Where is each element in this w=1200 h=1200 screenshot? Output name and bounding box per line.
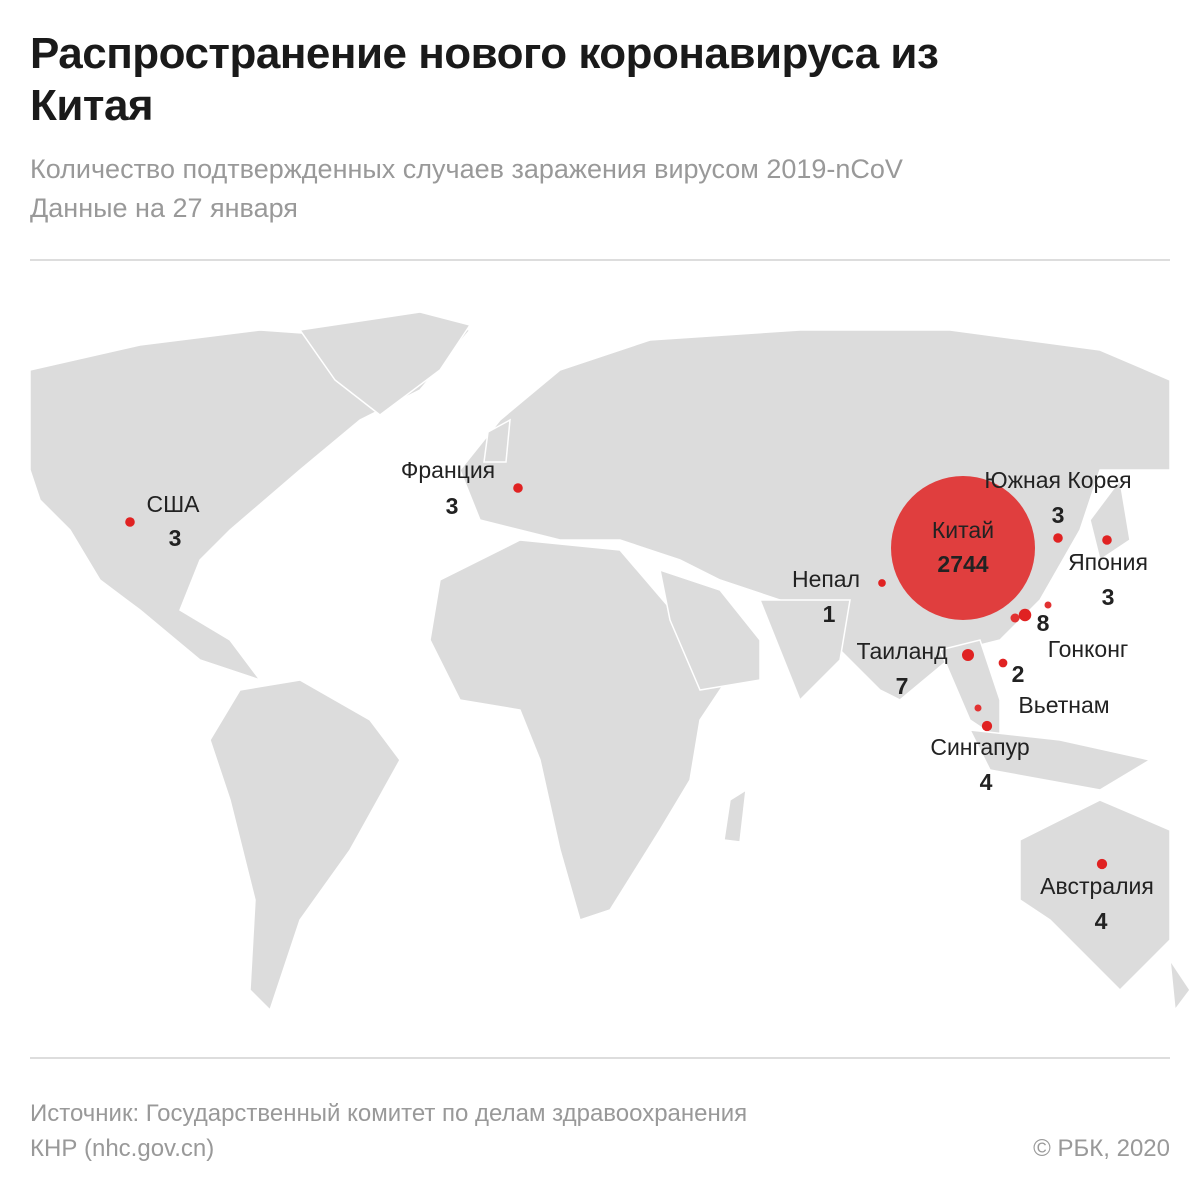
- case-count: 3: [1102, 584, 1115, 610]
- case-bubble: [1018, 608, 1032, 622]
- location-name: Франция: [401, 457, 495, 483]
- location-name: Япония: [1068, 549, 1148, 575]
- location-name: Сингапур: [930, 734, 1029, 760]
- location-name: Вьетнам: [1018, 692, 1109, 718]
- case-count: 2: [1012, 661, 1025, 687]
- location-name: Южная Корея: [984, 467, 1131, 493]
- date: Данные на 27 января: [30, 193, 298, 223]
- case-count: 2744: [937, 551, 988, 577]
- location-name: Китай: [932, 517, 994, 543]
- location-name: Таиланд: [857, 638, 949, 664]
- case-bubble: [1102, 535, 1112, 545]
- copyright: © РБК, 2020: [1033, 1135, 1170, 1162]
- location-name: Австралия: [1040, 873, 1154, 899]
- subtitle: Количество подтвержденных случаев зараже…: [30, 154, 903, 184]
- divider: [30, 1057, 1170, 1059]
- case-bubble: [878, 579, 886, 587]
- unlabeled-points: [974, 601, 1052, 712]
- source: Источник: Государственный комитет по дел…: [30, 1100, 748, 1127]
- location-name: США: [146, 491, 200, 517]
- case-bubble: [125, 517, 135, 527]
- case-count: 4: [980, 769, 993, 795]
- case-bubble: [1053, 533, 1063, 543]
- case-bubble: [513, 483, 523, 493]
- location-name: Непал: [792, 566, 860, 592]
- case-bubble: [961, 648, 975, 662]
- source: КНР (nhc.gov.cn): [30, 1135, 215, 1162]
- case-count: 1: [823, 601, 836, 627]
- case-bubble: [998, 658, 1008, 668]
- case-count: 8: [1037, 610, 1050, 636]
- location-name: Гонконг: [1048, 636, 1129, 662]
- case-bubble: [981, 720, 993, 732]
- case-count: 4: [1095, 908, 1108, 934]
- point: [1044, 601, 1052, 609]
- case-count: 7: [896, 673, 909, 699]
- case-bubble: [1096, 858, 1108, 870]
- case-bubble: [891, 476, 1035, 620]
- point: [974, 704, 982, 712]
- title: Распространение нового коронавируса из К…: [30, 29, 939, 130]
- case-count: 3: [1052, 502, 1065, 528]
- case-count: 3: [446, 493, 459, 519]
- case-count: 3: [169, 525, 182, 551]
- point: [1010, 613, 1020, 623]
- divider: [30, 259, 1170, 261]
